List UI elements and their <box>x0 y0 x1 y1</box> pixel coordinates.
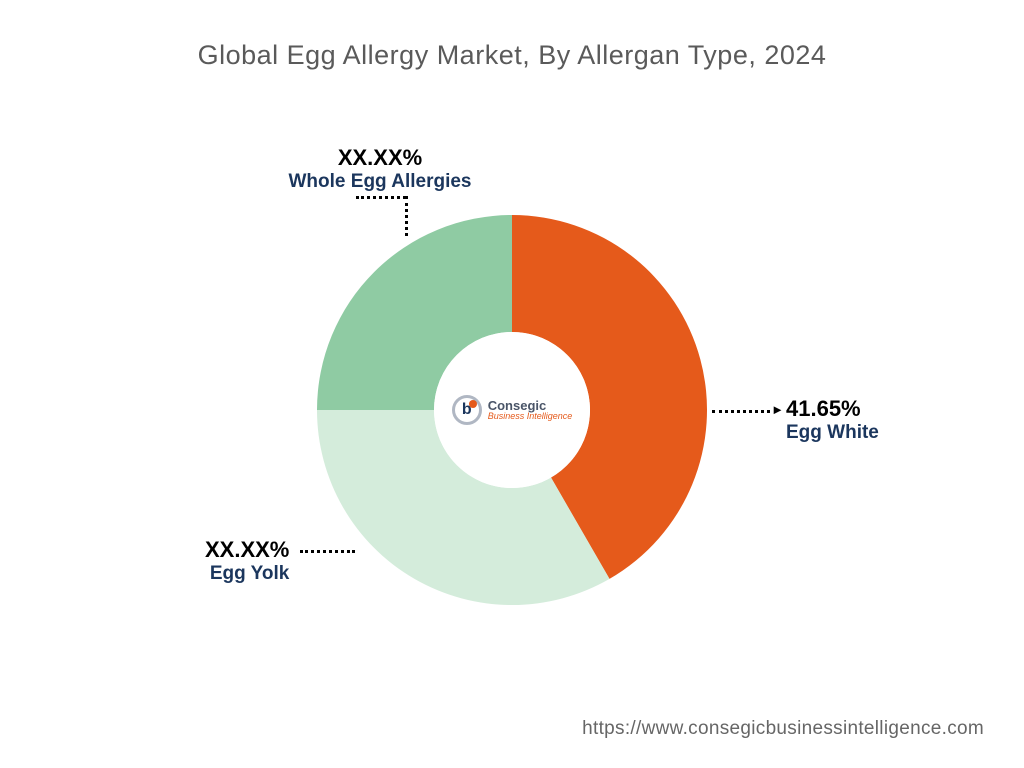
lbl-whole-egg: Whole Egg Allergies <box>260 171 500 193</box>
logo-mark-icon: b <box>452 395 482 425</box>
center-logo: b Consegic Business Intelligence <box>452 395 573 425</box>
callout-egg-white: 41.65% Egg White <box>786 396 879 444</box>
lbl-egg-yolk: Egg Yolk <box>205 563 289 585</box>
donut-hole: b Consegic Business Intelligence <box>434 332 590 488</box>
logo-sub: Business Intelligence <box>488 412 573 421</box>
footer-url: https://www.consegicbusinessintelligence… <box>582 718 984 740</box>
leader-egg-white <box>712 410 770 413</box>
leader-whole-egg-v <box>405 196 408 236</box>
callout-egg-yolk: XX.XX% Egg Yolk <box>205 537 289 585</box>
donut-chart: b Consegic Business Intelligence <box>317 215 707 605</box>
leader-egg-yolk <box>300 550 355 553</box>
leader-whole-egg-h <box>356 196 406 199</box>
pct-egg-yolk: XX.XX% <box>205 537 289 563</box>
logo-text: Consegic Business Intelligence <box>488 399 573 421</box>
chart-title: Global Egg Allergy Market, By Allergan T… <box>0 40 1024 71</box>
pct-whole-egg: XX.XX% <box>260 145 500 171</box>
lbl-egg-white: Egg White <box>786 422 879 444</box>
logo-letter: b <box>462 401 472 419</box>
pct-egg-white: 41.65% <box>786 396 879 422</box>
callout-whole-egg: XX.XX% Whole Egg Allergies <box>260 145 500 193</box>
